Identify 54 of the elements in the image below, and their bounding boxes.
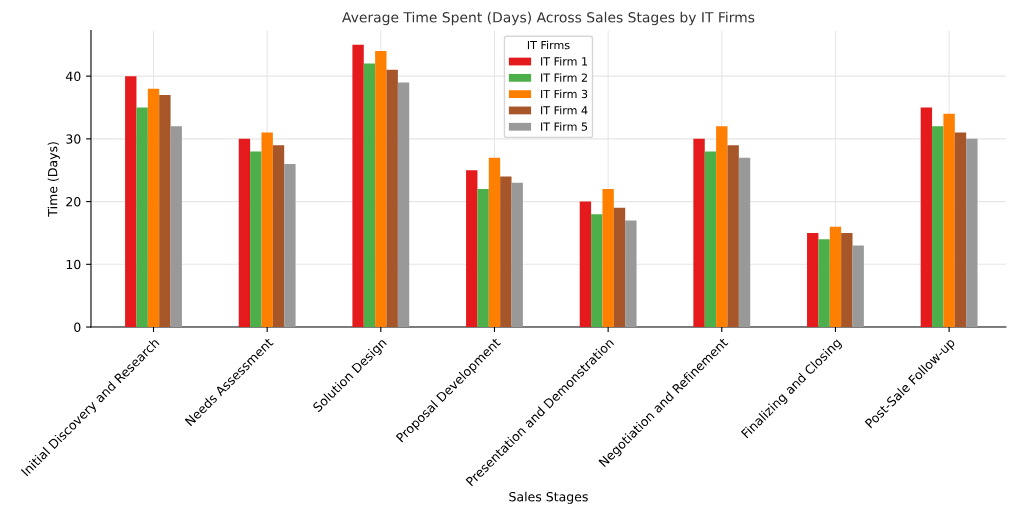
y-tick-label: 40 bbox=[65, 71, 81, 82]
bar bbox=[397, 82, 410, 328]
bar bbox=[511, 182, 523, 328]
bar bbox=[625, 220, 637, 328]
bar bbox=[466, 170, 478, 328]
bar bbox=[727, 145, 739, 328]
legend-label: IT Firm 4 bbox=[541, 105, 588, 115]
bar bbox=[159, 94, 171, 328]
bar bbox=[932, 126, 944, 328]
bar bbox=[579, 201, 592, 328]
bar bbox=[125, 76, 137, 328]
bar bbox=[716, 126, 728, 328]
bar bbox=[272, 145, 285, 328]
x-axis-title: Sales Stages bbox=[509, 491, 588, 504]
bar bbox=[807, 232, 819, 328]
bar bbox=[602, 189, 614, 328]
legend-title: IT Firms bbox=[527, 40, 570, 50]
legend-label: IT Firm 5 bbox=[541, 122, 588, 131]
legend-label: IT Firm 3 bbox=[541, 89, 588, 99]
bar bbox=[704, 151, 717, 328]
bar bbox=[693, 138, 705, 328]
bar bbox=[250, 151, 262, 328]
bar bbox=[591, 214, 603, 328]
bar bbox=[284, 163, 296, 328]
y-axis-title: Time (Days) bbox=[47, 142, 60, 217]
bar bbox=[147, 88, 160, 328]
bar bbox=[738, 157, 751, 328]
bar bbox=[613, 207, 626, 328]
bar bbox=[170, 126, 182, 328]
bar bbox=[841, 232, 853, 328]
chart-title: Average Time Spent (Days) Across Sales Stages by IT Firms bbox=[342, 11, 755, 26]
bar bbox=[966, 138, 978, 328]
y-tick-label: 0 bbox=[74, 322, 81, 332]
bar bbox=[477, 189, 489, 328]
y-tick-label: 10 bbox=[66, 259, 81, 270]
y-tick-label: 20 bbox=[66, 197, 81, 207]
bar bbox=[920, 107, 933, 328]
bar bbox=[500, 176, 512, 328]
bar bbox=[386, 69, 398, 328]
bar bbox=[238, 138, 251, 328]
bar bbox=[818, 239, 830, 328]
bar bbox=[352, 44, 364, 328]
bar bbox=[136, 107, 148, 328]
legend-label: IT Firm 2 bbox=[541, 73, 587, 82]
y-tick-label: 30 bbox=[66, 134, 81, 144]
bar bbox=[829, 226, 842, 328]
bar bbox=[261, 132, 273, 328]
bar bbox=[375, 51, 387, 328]
bar bbox=[943, 113, 955, 328]
bar bbox=[954, 132, 967, 328]
legend-label: IT Firm 1 bbox=[541, 56, 588, 66]
bar bbox=[363, 63, 376, 328]
bar bbox=[852, 245, 864, 328]
bar bbox=[488, 157, 501, 328]
